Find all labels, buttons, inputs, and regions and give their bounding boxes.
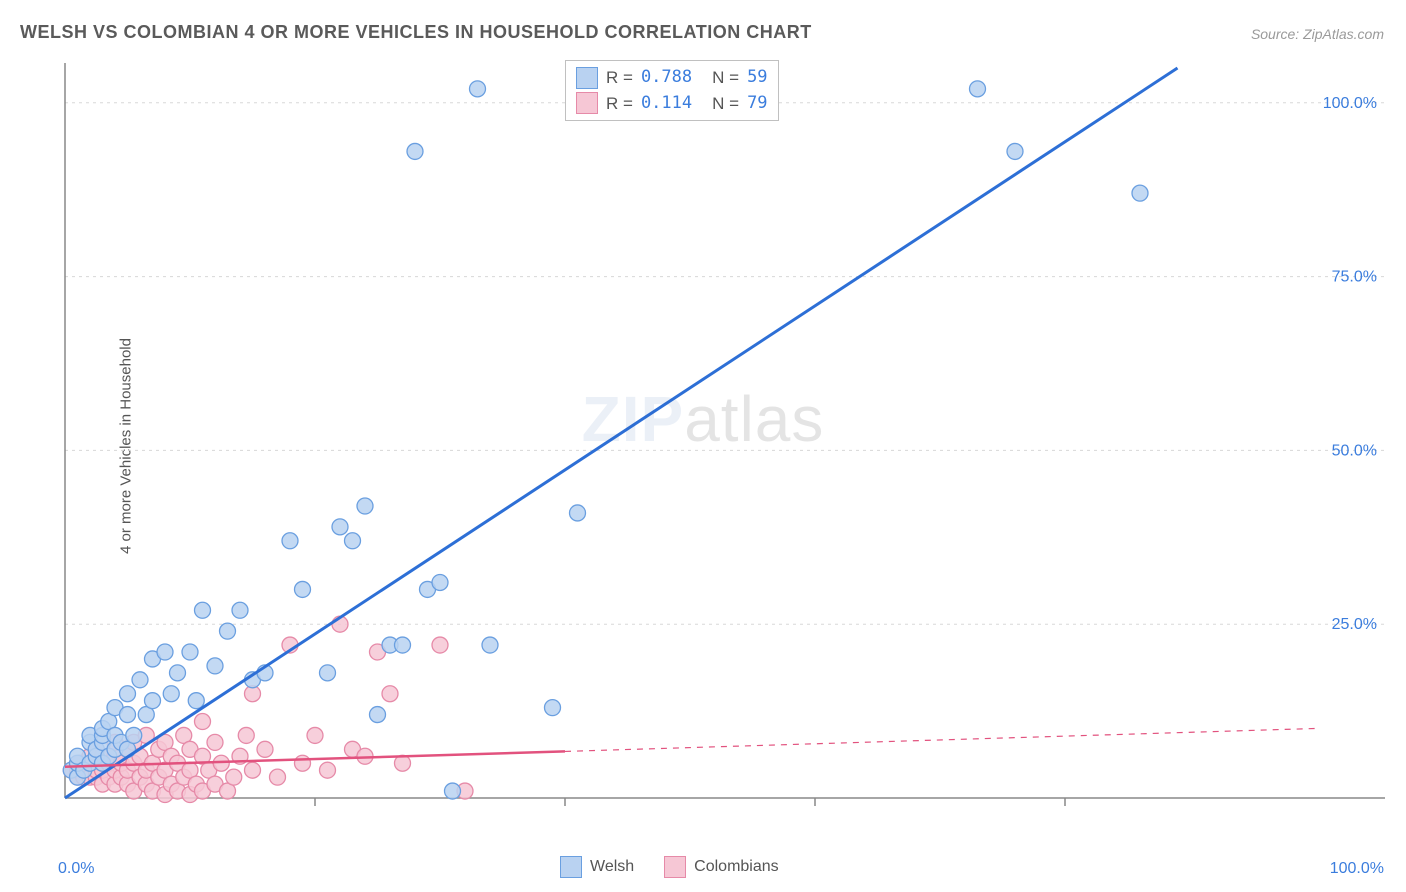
x-axis-max-label: 100.0%	[1330, 860, 1384, 878]
series-legend: WelshColombians	[560, 856, 779, 878]
scatter-plot: 25.0% 50.0% 75.0% 100.0%	[55, 58, 1385, 828]
chart-title: WELSH VS COLOMBIAN 4 OR MORE VEHICLES IN…	[20, 22, 812, 43]
svg-text:25.0%: 25.0%	[1332, 616, 1377, 633]
source-credit: Source: ZipAtlas.com	[1251, 26, 1384, 42]
x-axis-min-label: 0.0%	[58, 860, 94, 878]
svg-text:75.0%: 75.0%	[1332, 269, 1377, 286]
svg-text:100.0%: 100.0%	[1323, 95, 1377, 112]
correlation-legend: R =0.788 N =59 R =0.114 N =79	[565, 60, 779, 121]
svg-text:50.0%: 50.0%	[1332, 442, 1377, 459]
